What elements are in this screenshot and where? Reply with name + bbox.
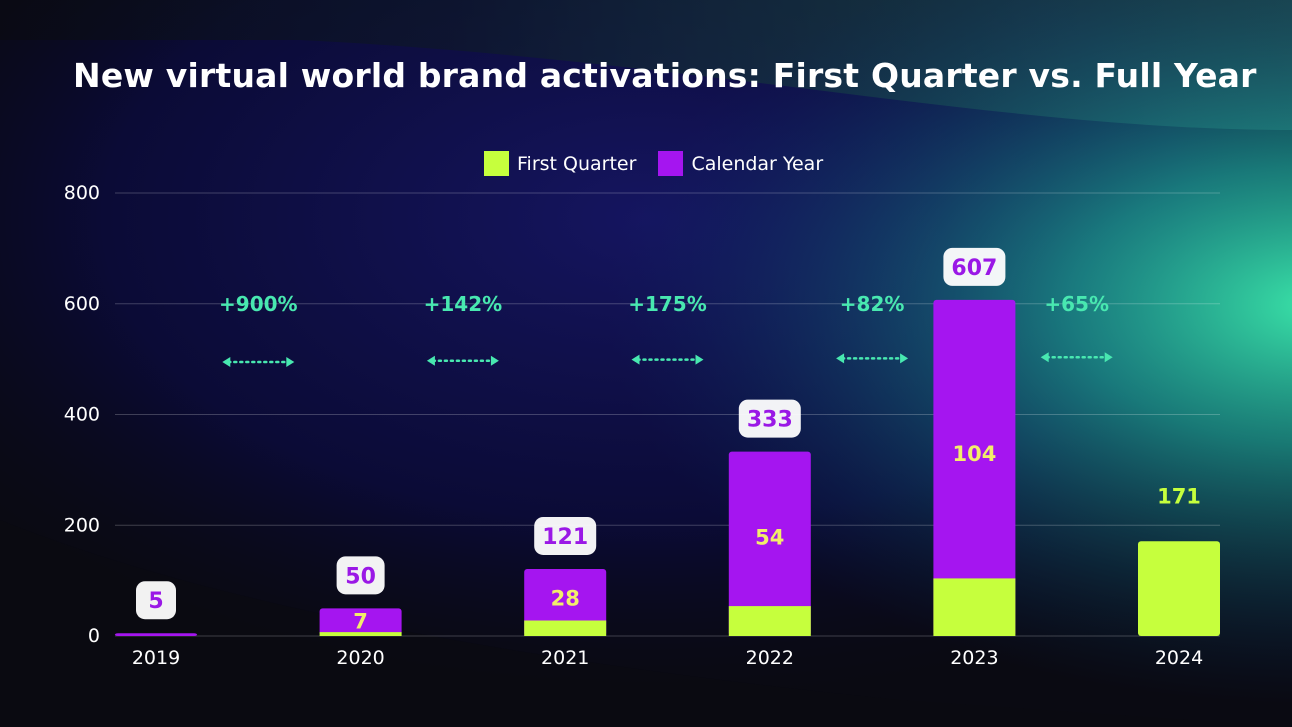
x-tick-label: 2024 xyxy=(1155,647,1203,669)
growth-arrow-right-head xyxy=(900,353,909,364)
growth-arrow-left-head xyxy=(836,353,845,364)
first-quarter-bar xyxy=(933,578,1016,636)
first-quarter-bar xyxy=(1138,541,1220,636)
calendar-year-value-label: 5 xyxy=(148,589,163,614)
calendar-year-value-badge xyxy=(336,556,385,595)
calendar-year-value-badge xyxy=(534,516,597,555)
growth-arrow-left-head xyxy=(1040,352,1049,363)
y-tick-label: 800 xyxy=(64,182,100,204)
growth-annotation: +65% xyxy=(1044,292,1109,316)
first-quarter-value-label: 7 xyxy=(353,609,368,633)
calendar-year-value-label: 607 xyxy=(951,256,997,281)
first-quarter-value-label: 104 xyxy=(952,442,996,466)
x-tick-label: 2022 xyxy=(746,647,794,669)
x-tick-label: 2021 xyxy=(541,647,589,669)
calendar-year-bar xyxy=(524,568,607,636)
growth-annotation: +82% xyxy=(840,292,905,316)
legend-swatch-calendar-year xyxy=(658,151,684,176)
growth-arrow-right-head xyxy=(695,354,704,365)
legend-label-first-quarter: First Quarter xyxy=(517,152,637,175)
x-tick-label: 2020 xyxy=(336,647,384,669)
calendar-year-value-label: 333 xyxy=(747,408,793,433)
calendar-year-bar xyxy=(728,451,811,636)
legend-swatch-first-quarter xyxy=(484,151,509,176)
y-tick-label: 400 xyxy=(64,404,100,426)
calendar-year-bar xyxy=(115,633,197,636)
first-quarter-value-label: 28 xyxy=(551,586,580,610)
first-quarter-value-label: 54 xyxy=(755,526,784,550)
calendar-year-value-label: 50 xyxy=(345,564,376,589)
growth-annotation: +175% xyxy=(628,292,707,316)
chart-title: New virtual world brand activations: Fir… xyxy=(73,56,1257,95)
growth-arrow-right-head xyxy=(1104,352,1113,363)
x-tick-label: 2019 xyxy=(132,647,180,669)
first-quarter-bar xyxy=(319,632,402,636)
calendar-year-bar xyxy=(933,299,1016,636)
calendar-year-value-badge xyxy=(738,399,801,438)
growth-arrow-right-head xyxy=(490,355,499,366)
growth-annotation: +900% xyxy=(219,292,298,316)
calendar-year-value-label: 121 xyxy=(542,525,588,550)
first-quarter-value-label: 171 xyxy=(1157,484,1201,508)
calendar-year-value-badge xyxy=(943,247,1006,286)
legend-entry-first-quarter: First Quarter xyxy=(484,151,636,176)
y-tick-label: 600 xyxy=(64,293,100,315)
calendar-year-value-badge xyxy=(136,581,176,620)
legend: First Quarter Calendar Year xyxy=(484,151,823,176)
growth-arrow-right-head xyxy=(286,357,295,367)
first-quarter-bar xyxy=(524,620,607,636)
growth-annotation: +142% xyxy=(424,292,503,316)
y-tick-label: 200 xyxy=(64,514,100,536)
growth-arrow-left-head xyxy=(631,354,640,365)
legend-label-calendar-year: Calendar Year xyxy=(691,152,824,175)
calendar-year-bar xyxy=(319,608,402,636)
growth-arrow-left-head xyxy=(222,357,231,367)
first-quarter-bar xyxy=(728,606,811,636)
legend-entry-calendar-year: Calendar Year xyxy=(658,151,823,176)
x-tick-label: 2023 xyxy=(950,647,998,669)
growth-arrow-left-head xyxy=(426,355,435,366)
y-tick-label: 0 xyxy=(88,625,100,647)
